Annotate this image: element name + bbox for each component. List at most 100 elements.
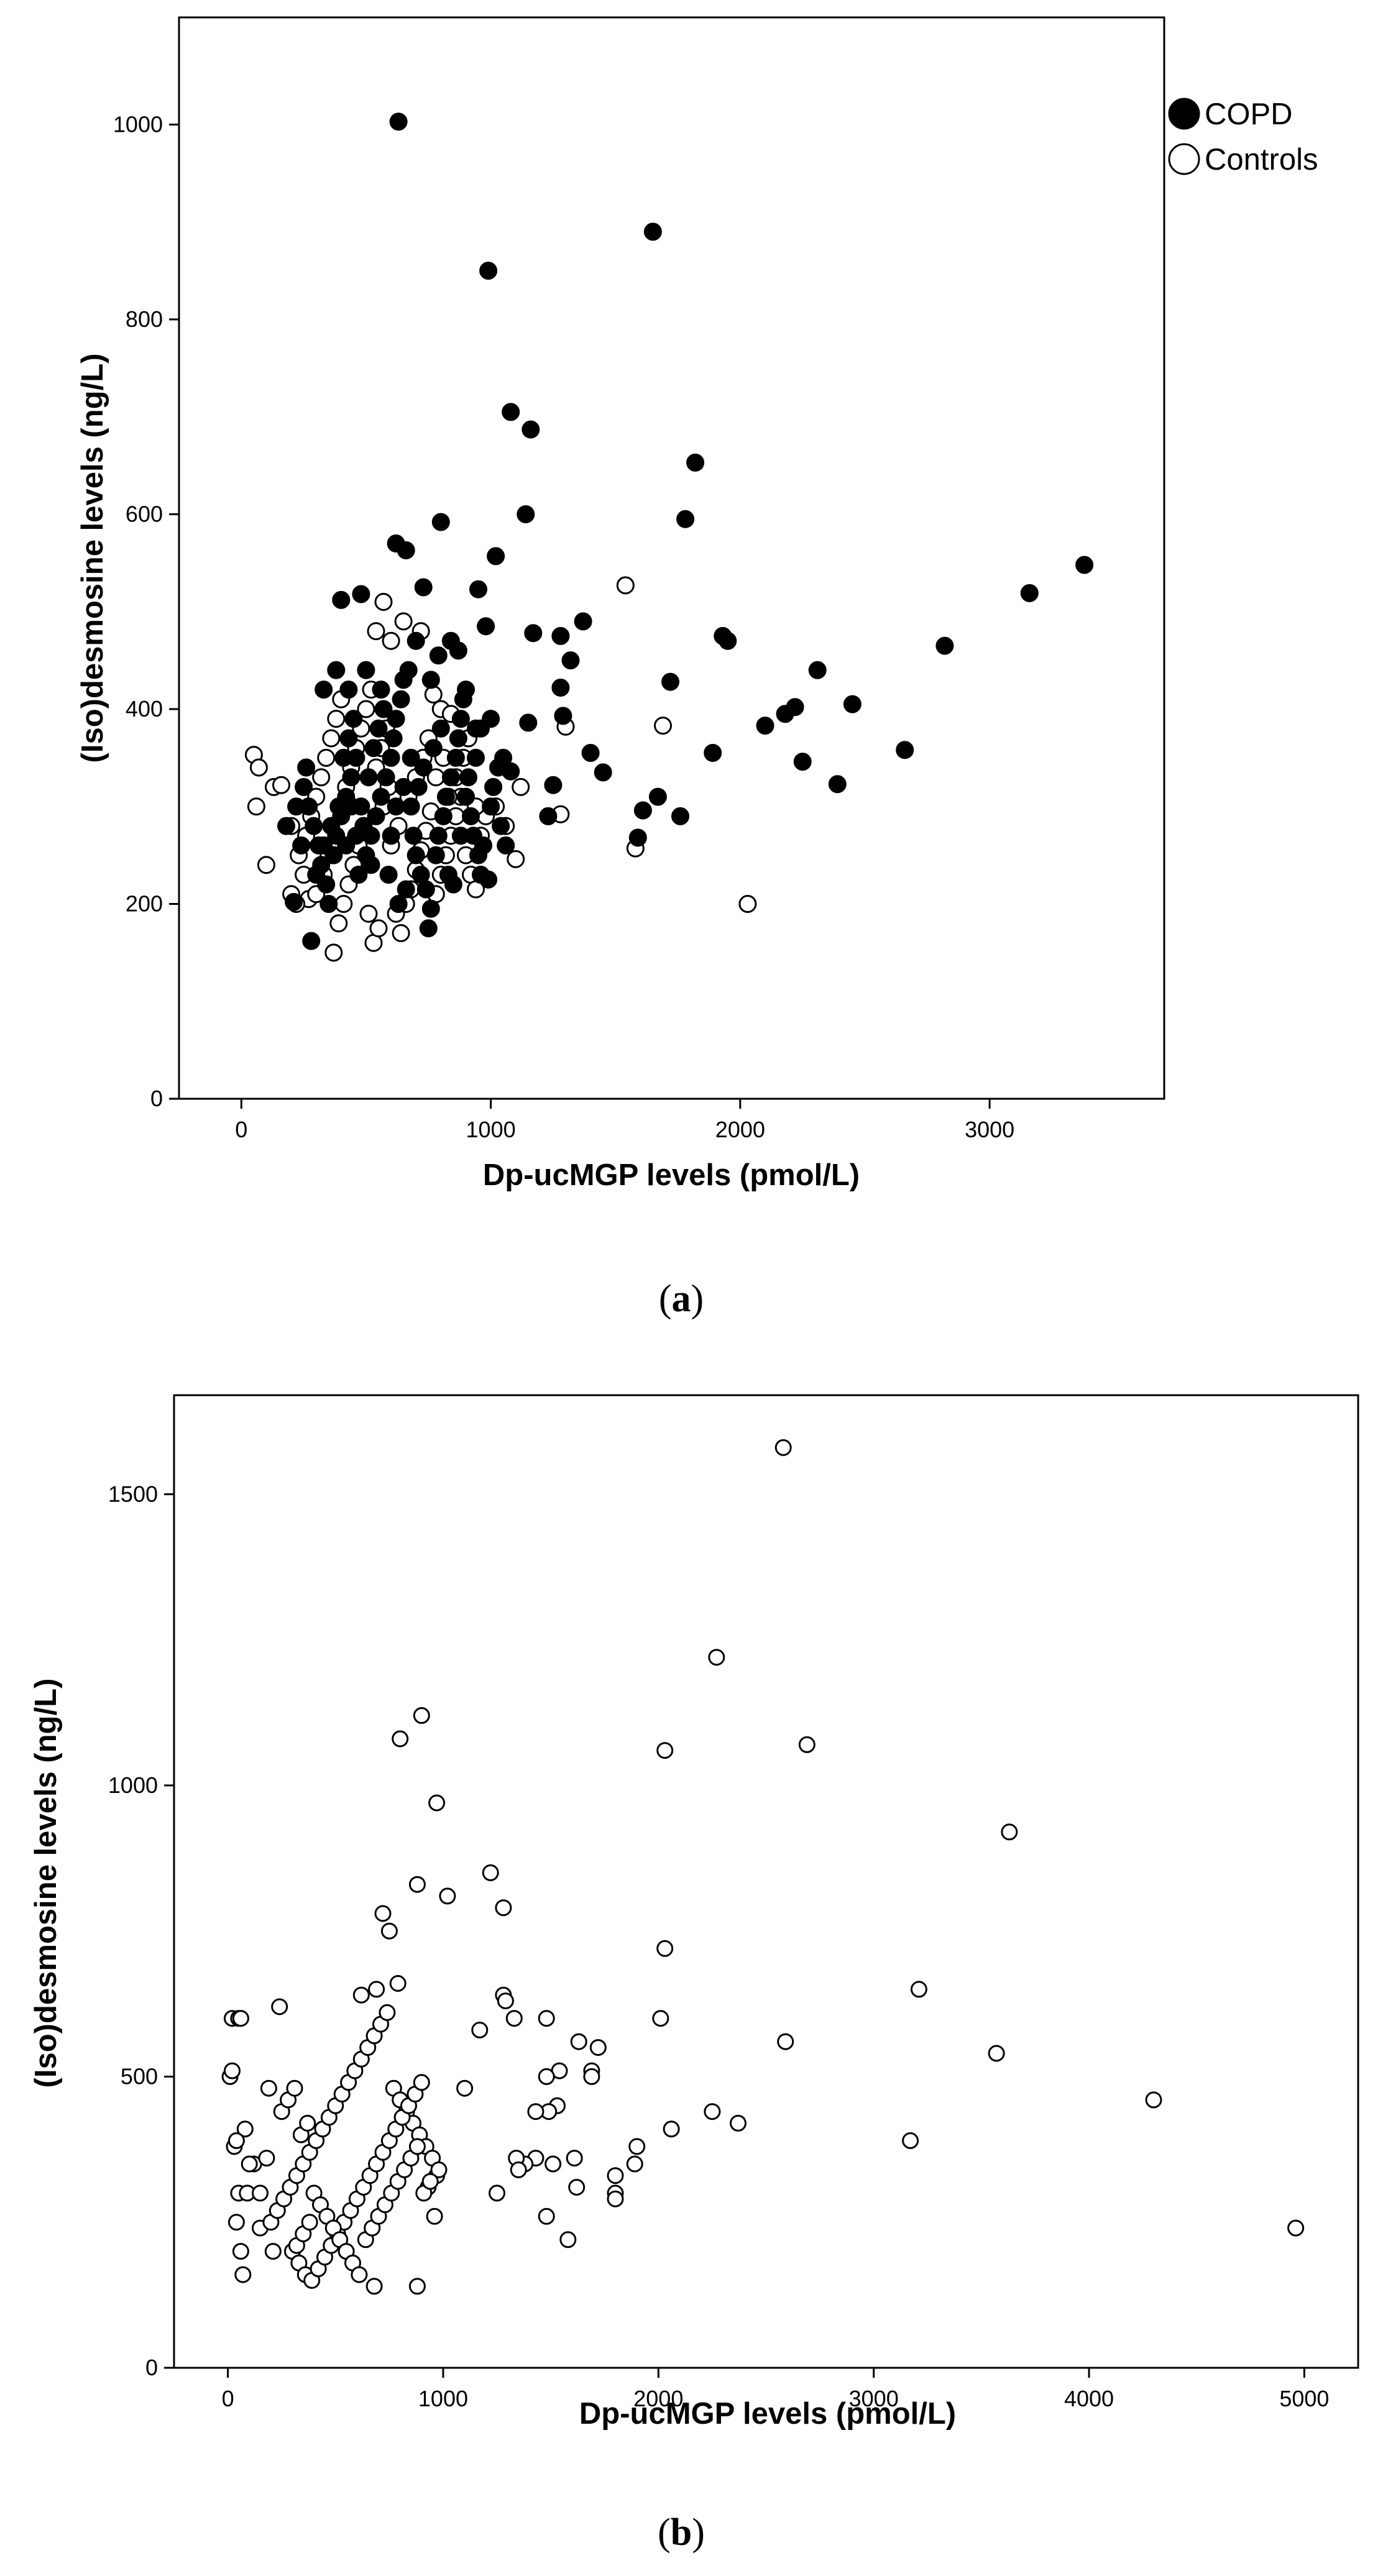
control-data-point bbox=[394, 612, 413, 631]
copd-data-point bbox=[292, 836, 311, 855]
control-data-point bbox=[538, 2207, 555, 2225]
plot-a-frame bbox=[178, 16, 1165, 1100]
copd-data-point bbox=[487, 547, 505, 566]
copd-data-point bbox=[404, 827, 423, 845]
copd-data-point bbox=[469, 580, 487, 598]
control-data-point bbox=[421, 2173, 439, 2190]
control-data-point bbox=[568, 2179, 586, 2196]
control-data-point bbox=[351, 2266, 368, 2283]
control-data-point bbox=[507, 850, 525, 868]
copd-data-point bbox=[467, 748, 485, 767]
copd-data-point bbox=[776, 705, 794, 723]
control-data-point bbox=[359, 904, 378, 923]
panel-a-y-axis-title: (Iso)desmosine levels (ng/L) bbox=[76, 354, 109, 763]
copd-data-point bbox=[628, 828, 647, 847]
copd-data-point bbox=[315, 681, 333, 699]
panel-b-y-tick-label: 1500 bbox=[108, 1481, 158, 1506]
control-data-point bbox=[379, 2004, 396, 2021]
legend-label-controls: Controls bbox=[1205, 143, 1318, 176]
control-data-point bbox=[607, 2190, 624, 2207]
copd-data-point bbox=[339, 729, 358, 748]
control-data-point bbox=[380, 1922, 398, 1940]
copd-data-point bbox=[414, 578, 433, 597]
panel-b-x-tick-label: 2000 bbox=[633, 2386, 683, 2411]
control-data-point bbox=[777, 2033, 794, 2050]
copd-data-point bbox=[489, 758, 508, 777]
control-data-point bbox=[408, 2278, 426, 2295]
copd-data-point bbox=[319, 895, 338, 913]
copd-data-point bbox=[686, 453, 705, 472]
control-data-point bbox=[327, 710, 346, 728]
control-data-point bbox=[232, 2243, 249, 2260]
control-data-point bbox=[544, 2155, 562, 2173]
copd-data-point bbox=[648, 787, 667, 806]
copd-data-point bbox=[305, 817, 323, 835]
copd-data-point bbox=[431, 719, 450, 738]
control-data-point bbox=[988, 2045, 1005, 2062]
panel-b-x-tick-label: 1000 bbox=[418, 2386, 468, 2411]
control-data-point bbox=[626, 2155, 643, 2173]
control-data-point bbox=[902, 2132, 919, 2149]
panel-b-x-tick-label: 4000 bbox=[1064, 2386, 1114, 2411]
control-data-point bbox=[489, 2184, 505, 2202]
control-data-point bbox=[510, 2161, 527, 2178]
copd-data-point bbox=[394, 777, 413, 796]
control-data-point bbox=[663, 2120, 680, 2138]
copd-data-point bbox=[434, 807, 453, 825]
control-data-point bbox=[241, 2155, 258, 2173]
control-data-point bbox=[389, 1975, 407, 1992]
control-data-point bbox=[652, 2010, 669, 2027]
control-data-point bbox=[607, 2167, 624, 2184]
legend-marker-controls bbox=[1168, 143, 1200, 175]
control-data-point bbox=[704, 2103, 721, 2120]
copd-data-point bbox=[382, 827, 400, 845]
control-data-point bbox=[439, 1887, 456, 1905]
copd-data-point bbox=[419, 919, 438, 938]
copd-data-point bbox=[285, 892, 303, 911]
copd-data-point bbox=[449, 729, 467, 748]
control-data-point bbox=[654, 717, 672, 735]
control-data-point bbox=[656, 1742, 674, 1759]
control-data-point bbox=[357, 700, 375, 718]
control-data-point bbox=[559, 2231, 577, 2248]
copd-data-point bbox=[277, 817, 295, 835]
control-data-point bbox=[224, 2062, 241, 2079]
copd-data-point bbox=[521, 420, 540, 439]
legend-marker-copd bbox=[1168, 98, 1200, 130]
copd-data-point bbox=[364, 739, 383, 758]
copd-data-point bbox=[524, 624, 543, 643]
copd-data-point bbox=[457, 681, 475, 699]
copd-data-point bbox=[387, 710, 405, 728]
control-data-point bbox=[365, 2278, 383, 2295]
copd-data-point bbox=[409, 777, 428, 796]
copd-data-point bbox=[402, 748, 420, 767]
copd-data-point bbox=[302, 932, 321, 950]
copd-data-point bbox=[643, 222, 662, 241]
copd-data-point bbox=[384, 729, 403, 748]
control-data-point bbox=[495, 1899, 512, 1917]
control-data-point bbox=[329, 914, 348, 933]
control-data-point bbox=[227, 2132, 245, 2149]
panel-b-points bbox=[221, 1439, 1305, 2295]
control-data-point bbox=[258, 2150, 275, 2167]
control-data-point bbox=[413, 1707, 430, 1724]
control-data-point bbox=[408, 2138, 426, 2155]
panel-a-y-tick-label: 0 bbox=[150, 1086, 163, 1111]
copd-data-point bbox=[362, 856, 380, 874]
copd-data-point bbox=[459, 768, 477, 787]
control-data-point bbox=[1001, 1823, 1018, 1841]
copd-data-point bbox=[1075, 556, 1094, 574]
control-data-point bbox=[512, 777, 530, 796]
control-data-point bbox=[505, 2010, 523, 2027]
control-data-point bbox=[589, 2039, 607, 2056]
copd-data-point bbox=[332, 590, 351, 609]
copd-data-point bbox=[451, 710, 470, 728]
control-data-point bbox=[656, 1940, 674, 1957]
copd-data-point bbox=[377, 768, 395, 787]
copd-data-point bbox=[382, 748, 400, 767]
control-data-point bbox=[236, 2120, 254, 2138]
copd-data-point bbox=[312, 856, 331, 874]
copd-data-point bbox=[449, 641, 467, 660]
copd-data-point bbox=[347, 827, 365, 845]
panel-b-caption: (b) bbox=[658, 2511, 705, 2554]
